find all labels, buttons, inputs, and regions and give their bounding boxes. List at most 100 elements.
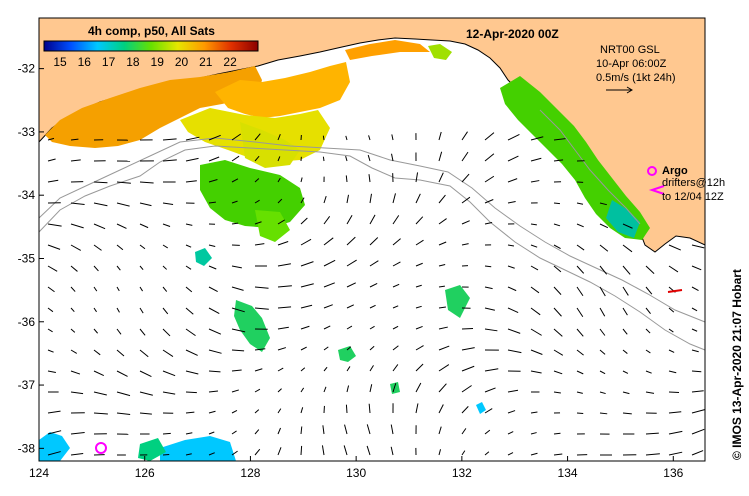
colorbar-labels: 15 16 17 18 19 20 21 22 bbox=[53, 55, 237, 69]
current-vector bbox=[576, 328, 584, 337]
current-vector bbox=[391, 134, 394, 141]
current-vector bbox=[507, 200, 516, 204]
current-vector bbox=[346, 236, 356, 246]
current-vector bbox=[645, 391, 655, 394]
current-vector bbox=[254, 368, 263, 372]
current-vector bbox=[116, 202, 130, 207]
current-vector bbox=[231, 307, 245, 313]
current-vector bbox=[507, 155, 519, 162]
colorbar-title: 4h comp, p50, All Sats bbox=[88, 24, 215, 38]
current-vector bbox=[47, 370, 56, 373]
current-vector bbox=[438, 131, 442, 141]
current-vector bbox=[70, 349, 78, 354]
current-vector bbox=[162, 432, 171, 435]
y-tick-label: -37 bbox=[18, 378, 36, 392]
current-vector bbox=[507, 178, 518, 183]
current-vector bbox=[323, 325, 331, 330]
current-vector bbox=[461, 151, 469, 162]
current-vector bbox=[576, 349, 584, 356]
current-vector bbox=[323, 216, 331, 225]
current-vector bbox=[139, 244, 146, 250]
current-vector bbox=[208, 134, 221, 141]
current-vector bbox=[254, 221, 262, 225]
current-vector bbox=[47, 307, 54, 313]
current-vector bbox=[139, 412, 152, 415]
current-vector bbox=[691, 286, 699, 291]
current-vector bbox=[323, 259, 336, 267]
current-vector bbox=[622, 349, 628, 354]
current-vector bbox=[553, 349, 564, 356]
current-vector bbox=[530, 328, 542, 336]
current-scale-label: 0.5m/s (1kt 24h) bbox=[596, 72, 675, 84]
current-vector bbox=[323, 196, 327, 204]
current-vector bbox=[254, 307, 269, 310]
current-vector bbox=[484, 175, 495, 183]
current-vector bbox=[47, 158, 56, 162]
current-vector bbox=[622, 244, 633, 253]
current-vector bbox=[139, 265, 144, 270]
current-vector bbox=[553, 223, 561, 227]
current-vector bbox=[322, 425, 325, 435]
current-vector bbox=[322, 135, 325, 141]
current-vector bbox=[484, 153, 495, 162]
current-vector bbox=[530, 452, 538, 456]
current-vector bbox=[277, 241, 289, 246]
current-vector bbox=[93, 202, 108, 207]
current-vector bbox=[507, 389, 519, 393]
current-vector bbox=[599, 349, 606, 355]
current-vector bbox=[47, 223, 62, 227]
current-vector bbox=[277, 388, 282, 393]
current-vector bbox=[277, 156, 281, 162]
current-vector bbox=[254, 133, 261, 141]
current-vector bbox=[93, 244, 102, 251]
current-vector bbox=[369, 384, 373, 393]
current-vector bbox=[300, 177, 303, 183]
current-vector bbox=[369, 304, 376, 309]
current-vector bbox=[622, 265, 631, 275]
current-vector bbox=[530, 286, 540, 294]
drifters-label-1: drifters@12h bbox=[662, 177, 725, 189]
current-vector bbox=[645, 328, 651, 334]
current-vector bbox=[415, 382, 422, 393]
current-vector bbox=[162, 286, 168, 292]
current-vector bbox=[343, 445, 348, 456]
current-vector bbox=[390, 446, 394, 456]
current-vector bbox=[369, 260, 379, 267]
current-vector bbox=[530, 157, 542, 162]
current-vector bbox=[208, 244, 216, 247]
current-vector bbox=[576, 286, 584, 297]
current-vector bbox=[139, 202, 152, 207]
current-vector bbox=[461, 347, 475, 351]
current-vector bbox=[47, 179, 59, 183]
current-vector bbox=[93, 223, 106, 230]
current-vector bbox=[438, 218, 447, 225]
current-vector bbox=[208, 328, 222, 335]
current-vector bbox=[530, 432, 537, 435]
current-vector bbox=[93, 349, 101, 356]
current-vector bbox=[116, 286, 120, 292]
current-vector bbox=[323, 237, 334, 246]
current-vector bbox=[162, 159, 177, 162]
current-vector bbox=[346, 325, 353, 330]
current-vector bbox=[116, 307, 120, 313]
current-vector bbox=[70, 307, 75, 313]
current-vector bbox=[668, 349, 675, 353]
current-vector bbox=[185, 432, 193, 435]
current-vector bbox=[300, 304, 313, 309]
current-vector bbox=[300, 217, 308, 225]
current-vector bbox=[599, 307, 606, 317]
current-vector bbox=[208, 156, 220, 162]
colorbar bbox=[44, 41, 258, 51]
current-vector bbox=[231, 265, 242, 269]
current-vector bbox=[530, 349, 543, 355]
imos-credit: © IMOS 13-Apr-2020 21:07 Hobart bbox=[730, 269, 744, 460]
current-vector bbox=[484, 368, 499, 372]
current-vector bbox=[231, 222, 239, 225]
current-vector bbox=[645, 286, 653, 295]
current-vector bbox=[70, 370, 81, 375]
current-vector bbox=[576, 223, 584, 228]
y-axis: -32 -33 -34 -35 -36 -37 -38 bbox=[18, 62, 44, 455]
current-vector bbox=[507, 286, 517, 292]
current-vector bbox=[208, 452, 215, 456]
current-vector bbox=[691, 265, 702, 271]
